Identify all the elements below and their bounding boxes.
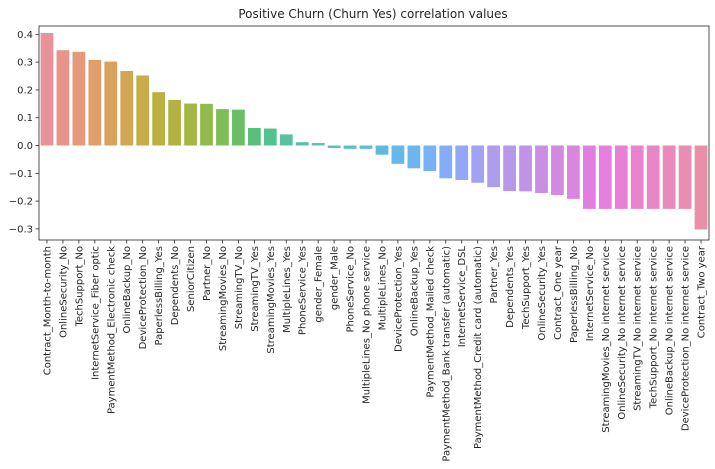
bar-23 [407,145,421,169]
x-tick-label-5: OnlineBackup_No [122,246,133,334]
x-tick-label-39: OnlineBackup_No internet service [665,246,676,415]
x-tick-label-40: DeviceProtection_No internet service [681,246,692,431]
y-tick-label-7: 0.4 [17,30,33,41]
bar-34 [582,145,596,209]
x-tick-label-31: OnlineSecurity_Yes [537,246,548,340]
x-tick-label-8: Dependents_No [170,246,181,325]
x-tick-label-29: Dependents_Yes [505,246,516,328]
x-tick-label-34: InternetService_No [585,246,596,341]
bar-38 [646,145,660,209]
bar-25 [439,145,453,179]
bar-15 [279,134,293,146]
bar-26 [455,145,469,180]
bar-13 [247,128,261,146]
x-tick-label-1: OnlineSecurity_No [58,246,69,338]
x-tick-label-33: PaperlessBilling_No [569,246,580,343]
x-tick-label-18: gender_Male [330,246,341,310]
x-tick-label-4: PaymentMethod_Electronic check [106,246,117,414]
y-tick-label-6: 0.3 [17,58,33,69]
x-tick-label-24: PaymentMethod_Mailed check [425,246,436,398]
bar-6 [136,75,150,146]
y-tick-label-5: 0.2 [17,85,33,96]
bar-17 [311,143,325,146]
bar-8 [168,99,181,146]
bar-3 [88,59,102,146]
bar-33 [567,145,580,199]
bar-16 [295,142,309,146]
bars-layer [40,32,708,230]
x-tick-label-6: DeviceProtection_No [138,246,149,349]
bar-21 [375,145,389,155]
x-tick-label-19: PhoneService_No [346,246,357,333]
bar-19 [343,145,357,149]
y-tick-label-2: −0.1 [9,169,33,180]
bar-40 [678,145,692,209]
x-tick-label-38: TechSupport_No internet service [649,246,660,409]
x-tick-label-7: PaperlessBilling_Yes [154,246,165,345]
x-tick-label-12: StreamingTV_No [234,246,245,329]
y-axis: −0.3 −0.2 −0.1 0.0 0.1 0.2 0.3 0.4 [9,30,39,235]
bar-20 [359,145,373,149]
x-tick-label-13: StreamingTV_Yes [250,246,261,332]
bar-30 [519,145,532,192]
x-tick-label-21: MultipleLines_No [377,246,388,330]
x-tick-label-10: Partner_No [202,246,213,301]
x-tick-label-2: TechSupport_No [74,246,85,328]
x-tick-label-14: StreamingMovies_Yes [266,246,277,354]
bar-22 [391,145,405,164]
bar-9 [184,103,197,146]
x-tick-label-36: OnlineSecurity_No internet service [617,246,628,420]
x-tick-label-37: StreamingTV_No internet service [633,246,644,411]
x-tick-label-26: InternetService_DSL [457,246,468,348]
bar-37 [630,145,644,209]
bar-11 [216,109,229,146]
bar-12 [232,109,245,146]
x-tick-label-30: TechSupport_Yes [521,246,532,330]
bar-35 [598,145,612,209]
x-axis: Contract_Month-to-month OnlineSecurity_No… [42,240,708,462]
bar-14 [263,128,277,146]
bar-32 [551,145,564,195]
y-tick-label-1: −0.2 [9,197,33,208]
bar-5 [120,71,134,146]
x-tick-label-20: MultipleLines_No phone service [362,246,373,404]
bar-2 [72,51,86,146]
bar-0 [40,32,54,146]
x-tick-label-15: MultipleLines_Yes [282,246,293,333]
bar-31 [535,145,548,194]
y-tick-label-0: −0.3 [9,224,33,235]
x-tick-label-35: StreamingMovies_No internet service [601,246,612,433]
x-tick-label-0: Contract_Month-to-month [42,246,53,375]
x-tick-label-32: Contract_One year [553,245,564,340]
x-tick-label-22: DeviceProtection_Yes [393,246,404,352]
plot-frame [38,25,710,241]
y-tick-label-4: 0.1 [17,113,33,124]
x-tick-label-25: PaymentMethod_Bank transfer (automatic) [441,246,452,462]
bar-27 [471,145,485,183]
x-tick-label-9: SeniorCitizen [186,246,197,312]
bar-41 [694,145,708,230]
bar-29 [503,145,516,192]
axes-layer [38,25,710,241]
x-tick-label-3: InternetService_Fiber optic [90,246,101,380]
x-tick-label-28: Partner_Yes [489,246,500,304]
x-tick-label-23: OnlineBackup_Yes [409,246,420,336]
bar-39 [662,145,676,209]
bar-28 [487,145,501,188]
y-tick-label-3: 0.0 [17,141,33,152]
bar-1 [56,50,70,146]
chart-title: Positive Churn (Churn Yes) correlation v… [238,7,507,21]
x-tick-label-41: Contract_Two year [697,245,708,338]
x-tick-label-17: gender_Female [314,246,325,323]
bar-24 [423,145,437,172]
x-tick-label-27: PaymentMethod_Credit card (automatic) [473,246,484,449]
bar-4 [104,61,118,146]
bar-18 [327,145,341,149]
x-tick-label-11: StreamingMovies_No [218,246,229,351]
x-tick-label-16: PhoneService_Yes [298,246,309,335]
bar-36 [614,145,628,209]
bar-10 [200,103,213,146]
bar-7 [152,92,166,146]
